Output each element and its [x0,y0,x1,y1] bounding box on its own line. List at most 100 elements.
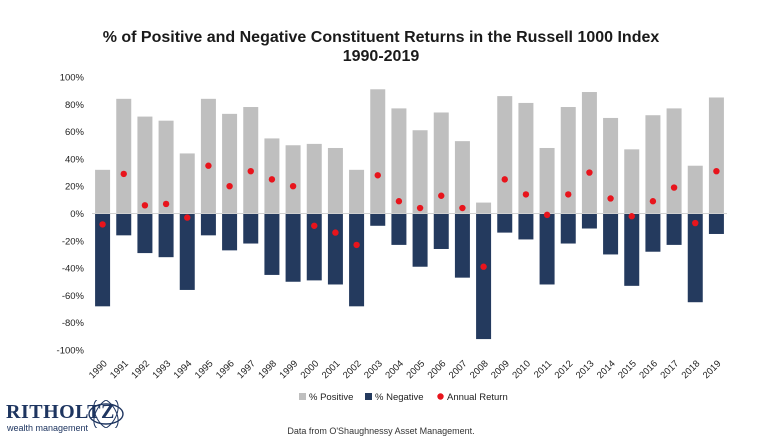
x-tick-label-2011: 2011 [532,358,554,380]
negative-bar-2018 [687,213,703,303]
legend-label-2: Annual Return [447,392,508,403]
annual-return-point-1996 [226,183,233,190]
annual-return-point-2014 [607,195,614,202]
negative-bar-2004 [391,213,407,245]
x-tick-label-2014: 2014 [595,358,618,381]
y-tick-label: -60% [62,291,85,302]
x-tick-label-2002: 2002 [341,358,364,381]
negative-bar-1993 [158,213,174,258]
annual-return-point-2001 [332,229,339,236]
positive-bar-2000 [306,143,322,214]
annual-return-point-2005 [416,204,424,212]
annual-return-point-2008 [480,263,487,270]
negative-bar-1995 [200,213,216,236]
y-tick-label: 0% [70,209,84,220]
y-tick-label: 60% [65,127,85,138]
x-tick-label-1996: 1996 [214,358,237,381]
x-tick-label-1991: 1991 [108,358,131,381]
positive-bar-2004 [391,108,407,214]
negative-bar-1992 [137,213,153,254]
positive-bar-2014 [603,117,619,214]
annual-return-point-2016 [649,198,657,205]
x-tick-label-1995: 1995 [193,358,216,381]
annual-return-points [99,162,720,270]
x-tick-label-2017: 2017 [658,358,681,381]
y-tick-label: 40% [65,154,85,165]
negative-bar-2016 [645,213,661,252]
x-tick-label-2006: 2006 [426,358,449,381]
x-tick-label-1990: 1990 [87,358,110,381]
negative-bar-2003 [370,213,386,226]
legend-label-1: % Negative [375,392,424,403]
legend: % Positive % Negative Annual Return [299,392,508,403]
negative-bar-2013 [581,213,597,229]
positive-bar-1996 [222,113,238,214]
x-tick-label-1997: 1997 [235,358,258,381]
x-tick-label-2009: 2009 [489,358,512,381]
annual-return-point-2007 [459,204,466,212]
legend-swatch-1 [365,393,372,400]
positive-bar-1993 [158,120,174,214]
negative-bar-1999 [285,213,301,282]
x-tick-label-2000: 2000 [299,358,322,381]
negative-bar-2012 [560,213,576,244]
annual-return-point-2000 [311,222,318,229]
x-tick-label-1998: 1998 [256,358,279,381]
x-tick-label-2012: 2012 [553,358,576,381]
ritholtz-logo: RITHOLTZ wealth management [6,400,136,438]
x-tick-label-2007: 2007 [447,358,470,381]
negative-bars [95,213,724,340]
annual-return-point-2006 [438,192,445,199]
negative-bar-2008 [476,213,492,340]
x-tick-label-1992: 1992 [129,358,152,381]
positive-bar-2003 [370,89,386,214]
annual-return-point-2017 [670,184,678,191]
positive-bar-2009 [497,96,513,214]
y-tick-label: 100% [60,73,85,84]
negative-bar-2015 [624,213,640,286]
negative-bar-1998 [264,213,280,275]
annual-return-point-2009 [501,176,508,183]
annual-return-point-2013 [586,169,593,176]
annual-return-point-2004 [395,198,403,205]
y-axis: 100% 80% 60% 40% 20% 0% -20% -40% -60% -80% -100% [57,73,85,357]
positive-bar-2018 [687,165,703,214]
x-tick-label-2013: 2013 [574,358,597,381]
annual-return-point-2015 [628,213,635,220]
positive-bar-2016 [645,115,661,214]
positive-bar-1998 [264,138,280,214]
annual-return-point-2010 [522,191,530,198]
positive-bar-2006 [433,112,449,214]
negative-bar-1996 [222,213,238,251]
logo-tagline: wealth management [7,423,89,433]
annual-return-point-1997 [247,167,254,175]
negative-bar-1991 [116,213,132,236]
x-tick-label-2015: 2015 [616,358,639,381]
x-tick-label-2019: 2019 [701,358,724,381]
negative-bar-2014 [603,213,619,255]
annual-return-point-2011 [543,211,551,219]
negative-bar-2001 [327,213,343,285]
chart-title: % of Positive and Negative Constituent R… [0,28,762,66]
annual-return-point-2019 [713,167,720,175]
positive-bar-2019 [708,97,724,214]
annual-return-point-1998 [268,176,276,183]
positive-bar-1992 [137,116,153,214]
positive-bar-2001 [327,147,343,214]
positive-bar-2007 [454,141,470,214]
positive-bar-2005 [412,130,428,214]
negative-bar-2019 [708,213,724,234]
x-tick-label-2008: 2008 [468,358,491,381]
negative-bar-2007 [454,213,470,278]
annual-return-point-1994 [184,214,191,221]
x-tick-label-2005: 2005 [404,358,427,381]
positive-bar-1997 [243,107,259,214]
negative-bar-2000 [306,213,322,281]
y-tick-label: -80% [62,318,85,329]
logo-emblem-icon [88,400,124,428]
positive-bar-2012 [560,107,576,214]
negative-bar-1990 [95,213,111,307]
logo-wordmark: RITHOLTZ [6,401,115,423]
x-tick-label-2018: 2018 [680,358,703,381]
